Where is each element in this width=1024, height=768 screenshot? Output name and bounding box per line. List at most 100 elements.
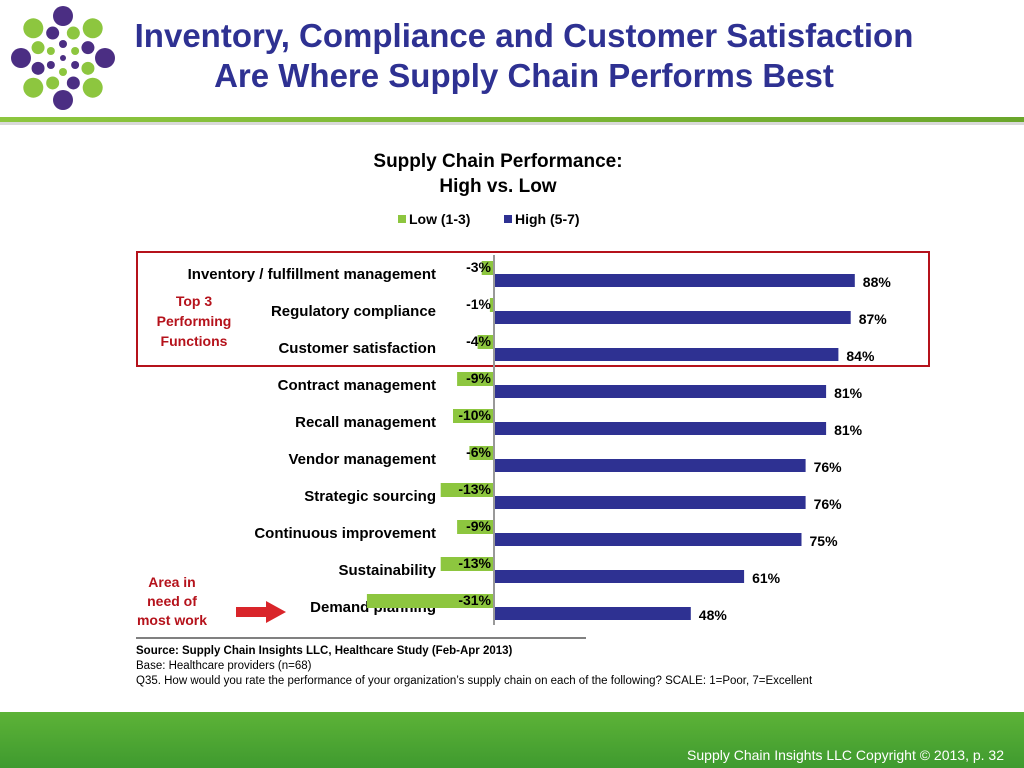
slide-title-line2: Are Where Supply Chain Performs Best: [214, 57, 834, 94]
low-value-label: -4%: [466, 333, 491, 349]
logo-dot: [81, 41, 95, 55]
low-bar: [440, 483, 494, 497]
need-work-annotation-line1: Area in: [148, 574, 195, 590]
top3-highlight-box: [136, 251, 930, 367]
slide-title-line1: Inventory, Compliance and Customer Satis…: [134, 17, 914, 54]
category-label: Recall management: [295, 414, 436, 431]
low-bar: [366, 594, 494, 608]
footer-bar: Supply Chain Insights LLC Copyright © 20…: [0, 712, 1024, 768]
logo-dot: [11, 48, 31, 68]
high-value-label: 48%: [699, 607, 728, 623]
logo-dot: [53, 6, 73, 26]
high-bar: [494, 570, 745, 583]
chart-legend: Low (1-3) High (5-7): [398, 211, 580, 227]
high-value-label: 87%: [859, 311, 888, 327]
low-bar: [481, 261, 494, 275]
need-work-annotation-line2: need of: [147, 593, 197, 609]
logo-dot: [59, 68, 67, 76]
source-notes: Source: Supply Chain Insights LLC, Healt…: [136, 644, 936, 689]
low-bar: [457, 520, 494, 534]
legend-swatch-low: [398, 215, 406, 223]
logo-dot: [95, 48, 115, 68]
low-value-label: -1%: [466, 296, 491, 312]
high-value-label: 81%: [834, 385, 863, 401]
high-bar: [494, 607, 691, 620]
logo-dot: [31, 41, 45, 55]
chart-title: Supply Chain Performance:: [373, 151, 622, 172]
chart-subtitle: High vs. Low: [439, 176, 556, 197]
high-value-label: 84%: [846, 348, 875, 364]
top3-annotation-line2: Performing: [157, 313, 232, 329]
high-bar: [494, 385, 827, 398]
low-bar: [477, 335, 494, 349]
legend-label-low: Low (1-3): [409, 211, 470, 227]
logo-dot: [66, 26, 80, 40]
arrow-right-icon: [236, 601, 286, 623]
logo-dot: [46, 26, 60, 40]
logo-dot: [82, 77, 103, 98]
low-bar: [489, 298, 494, 312]
logo-dot: [46, 61, 55, 69]
category-label: Regulatory compliance: [271, 303, 436, 320]
category-label: Continuous improvement: [254, 525, 436, 542]
high-bar: [494, 459, 806, 472]
legend-swatch-high: [504, 215, 512, 223]
top3-annotation: Top 3 Performing Functions: [157, 293, 232, 349]
low-bar: [440, 557, 494, 571]
low-value-label: -9%: [466, 370, 491, 386]
logo-dot: [59, 40, 67, 48]
logo-dot: [82, 18, 103, 39]
top3-annotation-line3: Functions: [161, 333, 228, 349]
high-value-label: 76%: [814, 459, 843, 475]
logo-dot: [31, 61, 45, 75]
high-bar: [494, 311, 851, 324]
high-value-label: 76%: [814, 496, 843, 512]
low-value-label: -6%: [466, 444, 491, 460]
low-value-label: -31%: [458, 592, 491, 608]
need-work-annotation-line3: most work: [137, 612, 207, 628]
source-line: Source: Supply Chain Insights LLC, Healt…: [136, 645, 513, 657]
logo-dot: [71, 61, 80, 69]
logo-dot: [46, 76, 60, 90]
logo-dot: [81, 61, 95, 75]
category-label: Customer satisfaction: [278, 340, 436, 357]
low-value-label: -13%: [458, 481, 491, 497]
category-label: Sustainability: [338, 562, 436, 579]
title-divider-shadow: [0, 122, 1024, 125]
high-bar: [494, 533, 802, 546]
logo-dot: [71, 47, 80, 55]
need-work-annotation: Area in need of most work: [137, 574, 207, 628]
low-value-label: -13%: [458, 555, 491, 571]
category-label: Contract management: [278, 377, 436, 394]
low-bar: [469, 446, 494, 460]
low-bar: [453, 409, 494, 423]
low-value-label: -10%: [458, 407, 491, 423]
high-value-label: 88%: [863, 274, 892, 290]
high-bar: [494, 274, 855, 287]
question-line: Q35. How would you rate the performance …: [136, 675, 813, 687]
high-value-label: 81%: [834, 422, 863, 438]
logo-dot: [60, 55, 66, 61]
logo-dot: [23, 18, 44, 39]
high-bar: [494, 496, 806, 509]
category-label: Strategic sourcing: [304, 488, 436, 505]
high-bar: [494, 348, 839, 361]
logo-dot: [66, 76, 80, 90]
slide-title: Inventory, Compliance and Customer Satis…: [118, 16, 930, 96]
low-bar: [457, 372, 494, 386]
supply-chain-performance-chart: Supply Chain Performance: High vs. Low L…: [136, 151, 930, 639]
legend-label-high: High (5-7): [515, 211, 580, 227]
top3-annotation-line1: Top 3: [176, 293, 213, 309]
high-value-label: 61%: [752, 570, 781, 586]
title-divider: [0, 117, 1024, 122]
base-line: Base: Healthcare providers (n=68): [136, 660, 312, 672]
high-value-label: 75%: [810, 533, 839, 549]
logo-dot: [23, 77, 44, 98]
high-bar: [494, 422, 827, 435]
company-logo: [11, 6, 115, 110]
category-label: Inventory / fulfillment management: [188, 266, 436, 283]
footer-copyright: Supply Chain Insights LLC Copyright © 20…: [687, 747, 1004, 763]
low-value-label: -9%: [466, 518, 491, 534]
logo-dot: [53, 90, 73, 110]
low-value-label: -3%: [466, 259, 491, 275]
